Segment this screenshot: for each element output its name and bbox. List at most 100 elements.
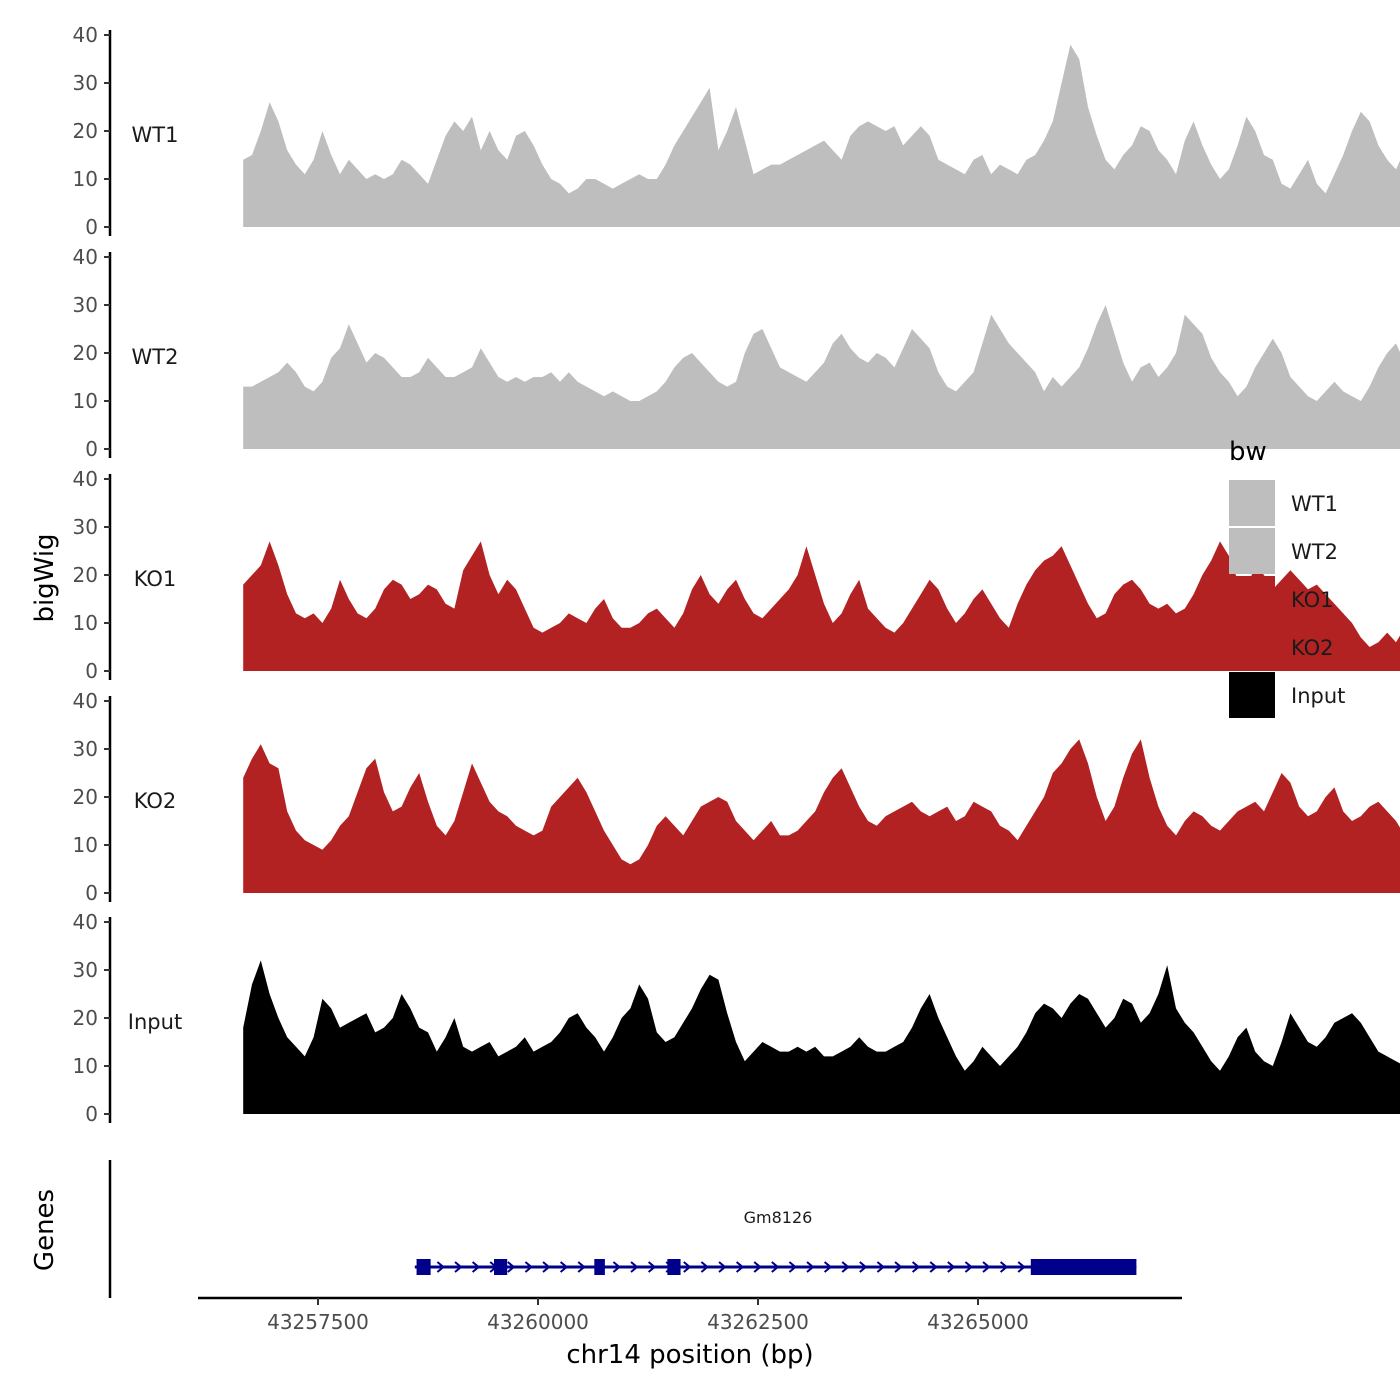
signal-area-wt2 xyxy=(243,305,1400,449)
strand-arrow xyxy=(735,1261,745,1273)
x-tick-label: 43257500 xyxy=(267,1310,369,1334)
y-tick-label: 30 xyxy=(73,958,98,982)
track-label-ko1: KO1 xyxy=(134,567,177,591)
y-tick-label: 40 xyxy=(73,245,98,269)
tracks-group: 0 10 20 30 40 WT1 0 10 20 30 40 WT2 0 10 20 30 40 KO1 0 10 2… xyxy=(73,23,1400,1126)
strand-arrow xyxy=(964,1261,973,1273)
y-tick-label: 30 xyxy=(73,293,98,317)
strand-arrow xyxy=(577,1261,586,1273)
strand-arrow xyxy=(859,1261,868,1273)
strand-arrow xyxy=(876,1261,885,1273)
track-label-wt2: WT2 xyxy=(132,345,179,369)
legend: bw WT1 WT2 KO1 KO2 Input xyxy=(1229,437,1345,718)
track-input: 0 10 20 30 40 Input xyxy=(73,910,1400,1126)
strand-arrow xyxy=(894,1261,903,1273)
strand-arrow xyxy=(982,1261,991,1273)
y-tick-label: 40 xyxy=(73,689,98,713)
strand-arrow xyxy=(700,1261,709,1273)
y-tick-label: 0 xyxy=(85,881,98,905)
legend-label-input: Input xyxy=(1291,684,1345,708)
y-tick-label: 40 xyxy=(73,23,98,47)
gene-exon xyxy=(494,1259,508,1275)
strand-arrow xyxy=(542,1261,551,1273)
strand-arrow xyxy=(771,1261,780,1273)
strand-arrow xyxy=(788,1261,797,1273)
legend-label-ko2: KO2 xyxy=(1291,636,1334,660)
strand-arrow xyxy=(718,1261,727,1273)
y-tick-label: 40 xyxy=(73,910,98,934)
strand-arrow xyxy=(683,1261,692,1273)
strand-arrow xyxy=(471,1261,481,1273)
y-axis-title: bigWig xyxy=(30,533,60,622)
gene-exon xyxy=(416,1259,431,1275)
y-tick-label: 30 xyxy=(73,737,98,761)
y-tick-label: 10 xyxy=(73,833,98,857)
y-tick-label: 0 xyxy=(85,1102,98,1126)
strand-arrow xyxy=(806,1261,815,1273)
y-tick-label: 20 xyxy=(73,1006,98,1030)
signal-area-input xyxy=(243,960,1400,1114)
gene-panel: Genes Gm8126 xyxy=(30,1160,1137,1298)
legend-key-wt1 xyxy=(1229,480,1275,526)
track-wt2: 0 10 20 30 40 WT2 xyxy=(73,245,1400,461)
track-label-wt1: WT1 xyxy=(132,123,179,147)
y-tick-label: 10 xyxy=(73,167,98,191)
strand-arrow xyxy=(524,1261,533,1273)
track-label-input: Input xyxy=(128,1010,182,1034)
x-axis: 43257500 43260000 43262500 43265000 xyxy=(198,1296,1182,1334)
strand-arrow xyxy=(612,1261,621,1273)
gene-model xyxy=(414,1259,1137,1275)
x-axis-title: chr14 position (bp) xyxy=(566,1340,813,1370)
y-tick-label: 20 xyxy=(73,563,98,587)
signal-area-ko1 xyxy=(243,541,1400,671)
y-tick-label: 20 xyxy=(73,119,98,143)
legend-key-ko1 xyxy=(1229,576,1275,622)
legend-key-wt2 xyxy=(1229,528,1275,574)
strand-arrow xyxy=(647,1261,657,1273)
x-tick-label: 43265000 xyxy=(927,1310,1029,1334)
gene-exon xyxy=(1030,1259,1137,1275)
y-tick-label: 0 xyxy=(85,437,98,461)
y-tick-label: 30 xyxy=(73,71,98,95)
genes-axis-title: Genes xyxy=(30,1189,60,1271)
strand-arrow xyxy=(823,1261,833,1273)
strand-arrow xyxy=(454,1261,463,1273)
track-label-ko2: KO2 xyxy=(134,789,177,813)
legend-key-ko2 xyxy=(1229,624,1275,670)
y-tick-label: 40 xyxy=(73,467,98,491)
y-tick-label: 20 xyxy=(73,341,98,365)
strand-arrow xyxy=(630,1261,639,1273)
strand-arrow xyxy=(436,1261,445,1273)
track-wt1: 0 10 20 30 40 WT1 xyxy=(73,23,1400,239)
y-tick-label: 30 xyxy=(73,515,98,539)
y-tick-label: 10 xyxy=(73,1054,98,1078)
y-tick-label: 0 xyxy=(85,215,98,239)
signal-area-ko2 xyxy=(243,739,1400,893)
strand-arrow xyxy=(947,1261,956,1273)
signal-area-wt1 xyxy=(243,44,1400,227)
legend-label-wt2: WT2 xyxy=(1291,540,1338,564)
gene-name-label: Gm8126 xyxy=(744,1208,813,1227)
y-tick-label: 10 xyxy=(73,611,98,635)
strand-arrow xyxy=(929,1261,938,1273)
track-ko2: 0 10 20 30 40 KO2 xyxy=(73,689,1400,905)
strand-arrow xyxy=(999,1261,1009,1273)
legend-title: bw xyxy=(1229,437,1267,467)
y-tick-label: 20 xyxy=(73,785,98,809)
legend-key-input xyxy=(1229,672,1275,718)
strand-arrow xyxy=(753,1261,762,1273)
strand-arrow xyxy=(507,1261,516,1273)
x-tick-label: 43260000 xyxy=(487,1310,589,1334)
strand-arrow xyxy=(1017,1261,1026,1273)
x-tick-label: 43262500 xyxy=(707,1310,809,1334)
track-ko1: 0 10 20 30 40 KO1 xyxy=(73,467,1400,683)
gene-exon xyxy=(594,1259,605,1275)
y-tick-label: 10 xyxy=(73,389,98,413)
y-tick-label: 0 xyxy=(85,659,98,683)
legend-label-ko1: KO1 xyxy=(1291,588,1334,612)
strand-arrow xyxy=(559,1261,569,1273)
legend-label-wt1: WT1 xyxy=(1291,492,1338,516)
gene-exon xyxy=(667,1259,681,1275)
strand-arrow xyxy=(841,1261,850,1273)
